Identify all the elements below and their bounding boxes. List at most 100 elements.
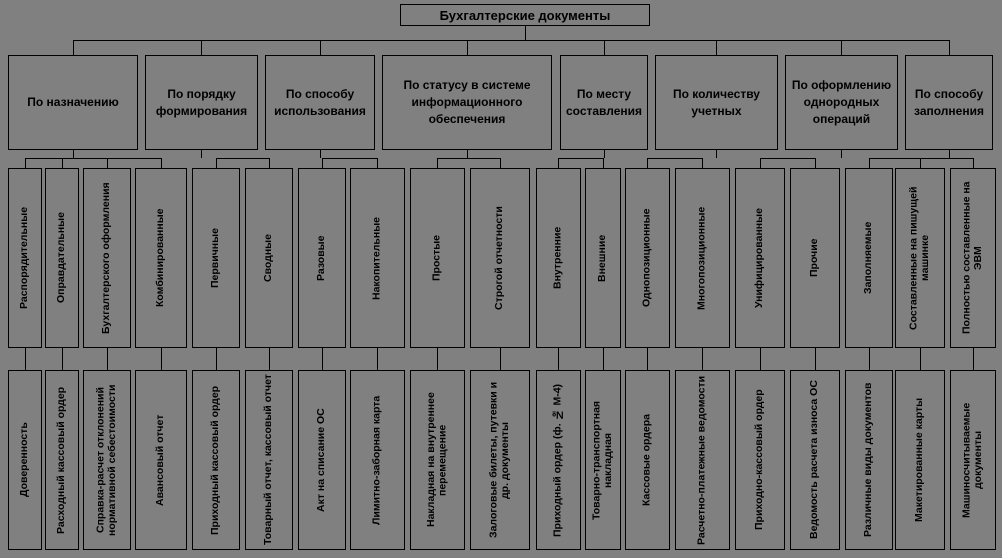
conn-c6 (841, 40, 842, 55)
sl8 (437, 348, 438, 370)
cat-naznachenie: По назначению (8, 55, 138, 150)
b1-1 (269, 158, 270, 168)
conn-c4 (604, 40, 605, 55)
cat-status: По статусу в системе информационного обе… (382, 55, 552, 150)
sl11 (603, 348, 604, 370)
b4-1 (603, 158, 604, 168)
conn-root-down (525, 26, 526, 40)
leaf-10: Приходный ордер (ф. № М-4) (536, 370, 581, 550)
b3-1 (500, 158, 501, 168)
sub-15: Прочие (790, 168, 840, 348)
sl4 (216, 348, 217, 370)
b2-0 (322, 158, 323, 168)
b6v (841, 150, 842, 158)
cat-mesto: По месту составления (560, 55, 648, 150)
sl6 (322, 348, 323, 370)
cat-sposob-isp: По способу использования (265, 55, 375, 150)
leaf-16: Различные виды документов (845, 370, 893, 550)
sl5 (269, 348, 270, 370)
b6h (760, 158, 815, 159)
b6-1 (815, 158, 816, 168)
b4h (558, 158, 603, 159)
b6-0 (760, 158, 761, 168)
b5v (716, 150, 717, 158)
sub-3: Комбинированные (135, 168, 187, 348)
sub-8: Простые (410, 168, 465, 348)
b0-1 (62, 158, 63, 168)
b3h (437, 158, 500, 159)
leaf-4: Приходный кассовый ордер (192, 370, 240, 550)
conn-c2 (320, 40, 321, 55)
leaf-14: Приходно-кассовый ордер (735, 370, 785, 550)
sl7 (377, 348, 378, 370)
sl14 (760, 348, 761, 370)
b7h (869, 158, 973, 159)
b2-1 (377, 158, 378, 168)
sub-1: Оправдательные (45, 168, 79, 348)
leaf-9: Залоговые билеты, путевки и др. документ… (470, 370, 530, 550)
sub-6: Разовые (298, 168, 346, 348)
sub-9: Строгой отчетности (470, 168, 530, 348)
b0-2 (107, 158, 108, 168)
root-node: Бухгалтерские документы (400, 4, 650, 26)
sub-0: Распорядительные (8, 168, 42, 348)
conn-c7 (949, 40, 950, 55)
sub-14: Унифицированные (735, 168, 785, 348)
leaf-7: Лимитно-заборная карта (350, 370, 405, 550)
conn-cat-bus (73, 40, 949, 41)
leaf-0: Доверенность (8, 370, 42, 550)
conn-c1 (201, 40, 202, 55)
sl2 (107, 348, 108, 370)
sub-11: Внешние (585, 168, 621, 348)
leaf-17: Макетированные карты (895, 370, 945, 550)
leaf-11: Товарно-транспортная накладная (585, 370, 621, 550)
cat-sposob-zap: По способу заполнения (905, 55, 993, 150)
b0-0 (25, 158, 26, 168)
sl3 (161, 348, 162, 370)
b3-0 (437, 158, 438, 168)
b4v (604, 150, 605, 158)
b1h (216, 158, 269, 159)
b2v (320, 150, 321, 158)
leaf-5: Товарный отчет, кассовый отчет (245, 370, 293, 550)
b5-0 (647, 158, 648, 168)
sl13 (702, 348, 703, 370)
leaf-2: Справка-расчет отклонений нормативной се… (83, 370, 131, 550)
leaf-12: Кассовые ордера (625, 370, 670, 550)
sl1 (62, 348, 63, 370)
sub-18: Полностью составленные на ЭВМ (950, 168, 996, 348)
conn-c0 (73, 40, 74, 55)
leaf-8: Накладная на внутреннее перемещение (410, 370, 465, 550)
conn-c5 (716, 40, 717, 55)
sl17 (920, 348, 921, 370)
b4-0 (558, 158, 559, 168)
b1-0 (216, 158, 217, 168)
b0v (73, 150, 74, 158)
cat-kolichestvo: По количеству учетных (655, 55, 778, 150)
sub-5: Сводные (245, 168, 293, 348)
leaf-18: Машиносчитываемые документы (950, 370, 996, 550)
leaf-15: Ведомость расчета износа ОС (790, 370, 840, 550)
sub-7: Накопительные (350, 168, 405, 348)
leaf-1: Расходный кассовый ордер (45, 370, 79, 550)
b2h (322, 158, 377, 159)
sub-2: Бухгалтерского оформления (83, 168, 131, 348)
sub-10: Внутренние (536, 168, 581, 348)
b3v (467, 150, 468, 158)
b7v (949, 150, 950, 158)
leaf-6: Акт на списание ОС (298, 370, 346, 550)
sub-4: Первичные (192, 168, 240, 348)
sl0 (25, 348, 26, 370)
sl16 (869, 348, 870, 370)
cat-poryadok: По порядку формирования (145, 55, 258, 150)
leaf-3: Авансовый отчет (135, 370, 187, 550)
b7-2 (973, 158, 974, 168)
sub-13: Многопозиционные (675, 168, 730, 348)
conn-c3 (467, 40, 468, 55)
b7-0 (869, 158, 870, 168)
sl15 (815, 348, 816, 370)
sl10 (558, 348, 559, 370)
sl18 (973, 348, 974, 370)
leaf-13: Расчетно-платежные ведомости (675, 370, 730, 550)
sl9 (500, 348, 501, 370)
